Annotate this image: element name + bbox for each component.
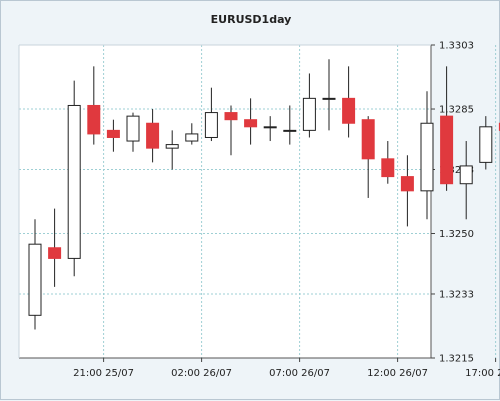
x-tick-label: 17:00 26/07 (465, 368, 500, 379)
candle (68, 81, 80, 277)
y-tick-label: 1.3215 (439, 354, 474, 365)
x-tick-label: 12:00 26/07 (367, 368, 428, 379)
candle-body-up (303, 98, 315, 130)
candle-body-up (68, 105, 80, 258)
x-axis-ticks: 21:00 25/07 02:00 26/07 07:00 26/07 12:00 2… (73, 358, 500, 379)
candle-body-up (323, 98, 335, 99)
candle (460, 141, 472, 219)
y-tick-label: 1.3250 (439, 229, 474, 240)
y-tick-label: 1.3285 (439, 105, 474, 116)
plot-area (19, 45, 431, 358)
candle-body-down (441, 116, 453, 184)
x-tick-label: 21:00 25/07 (73, 368, 134, 379)
candle-body-up (284, 130, 296, 131)
candle-body-up (480, 127, 492, 163)
candle-body-up (264, 127, 276, 128)
y-tick-label: 1.3233 (439, 289, 474, 300)
candle-body-down (147, 123, 159, 148)
candle-body-down (88, 105, 100, 133)
candle-body-down (107, 130, 119, 137)
candle-body-up (186, 134, 198, 141)
y-tick-label: 1.3303 (439, 41, 474, 52)
candle-body-down (343, 98, 355, 123)
x-tick-label: 07:00 26/07 (269, 368, 330, 379)
chart-title: EURUSD1day (211, 13, 292, 26)
candle (480, 116, 492, 169)
candle-body-down (245, 120, 257, 127)
candle-body-down (382, 159, 394, 177)
candle-body-down (225, 113, 237, 120)
candle-body-up (421, 123, 433, 191)
candle-body-up (29, 244, 41, 315)
candle (441, 66, 453, 190)
x-tick-label: 02:00 26/07 (171, 368, 232, 379)
candle-body-down (362, 120, 374, 159)
candle-body-up (127, 116, 139, 141)
candle-body-down (401, 177, 413, 191)
candle-body-down (49, 248, 61, 259)
candle-body-up (460, 166, 472, 184)
candle-body-up (166, 145, 178, 149)
candle-body-up (205, 113, 217, 138)
